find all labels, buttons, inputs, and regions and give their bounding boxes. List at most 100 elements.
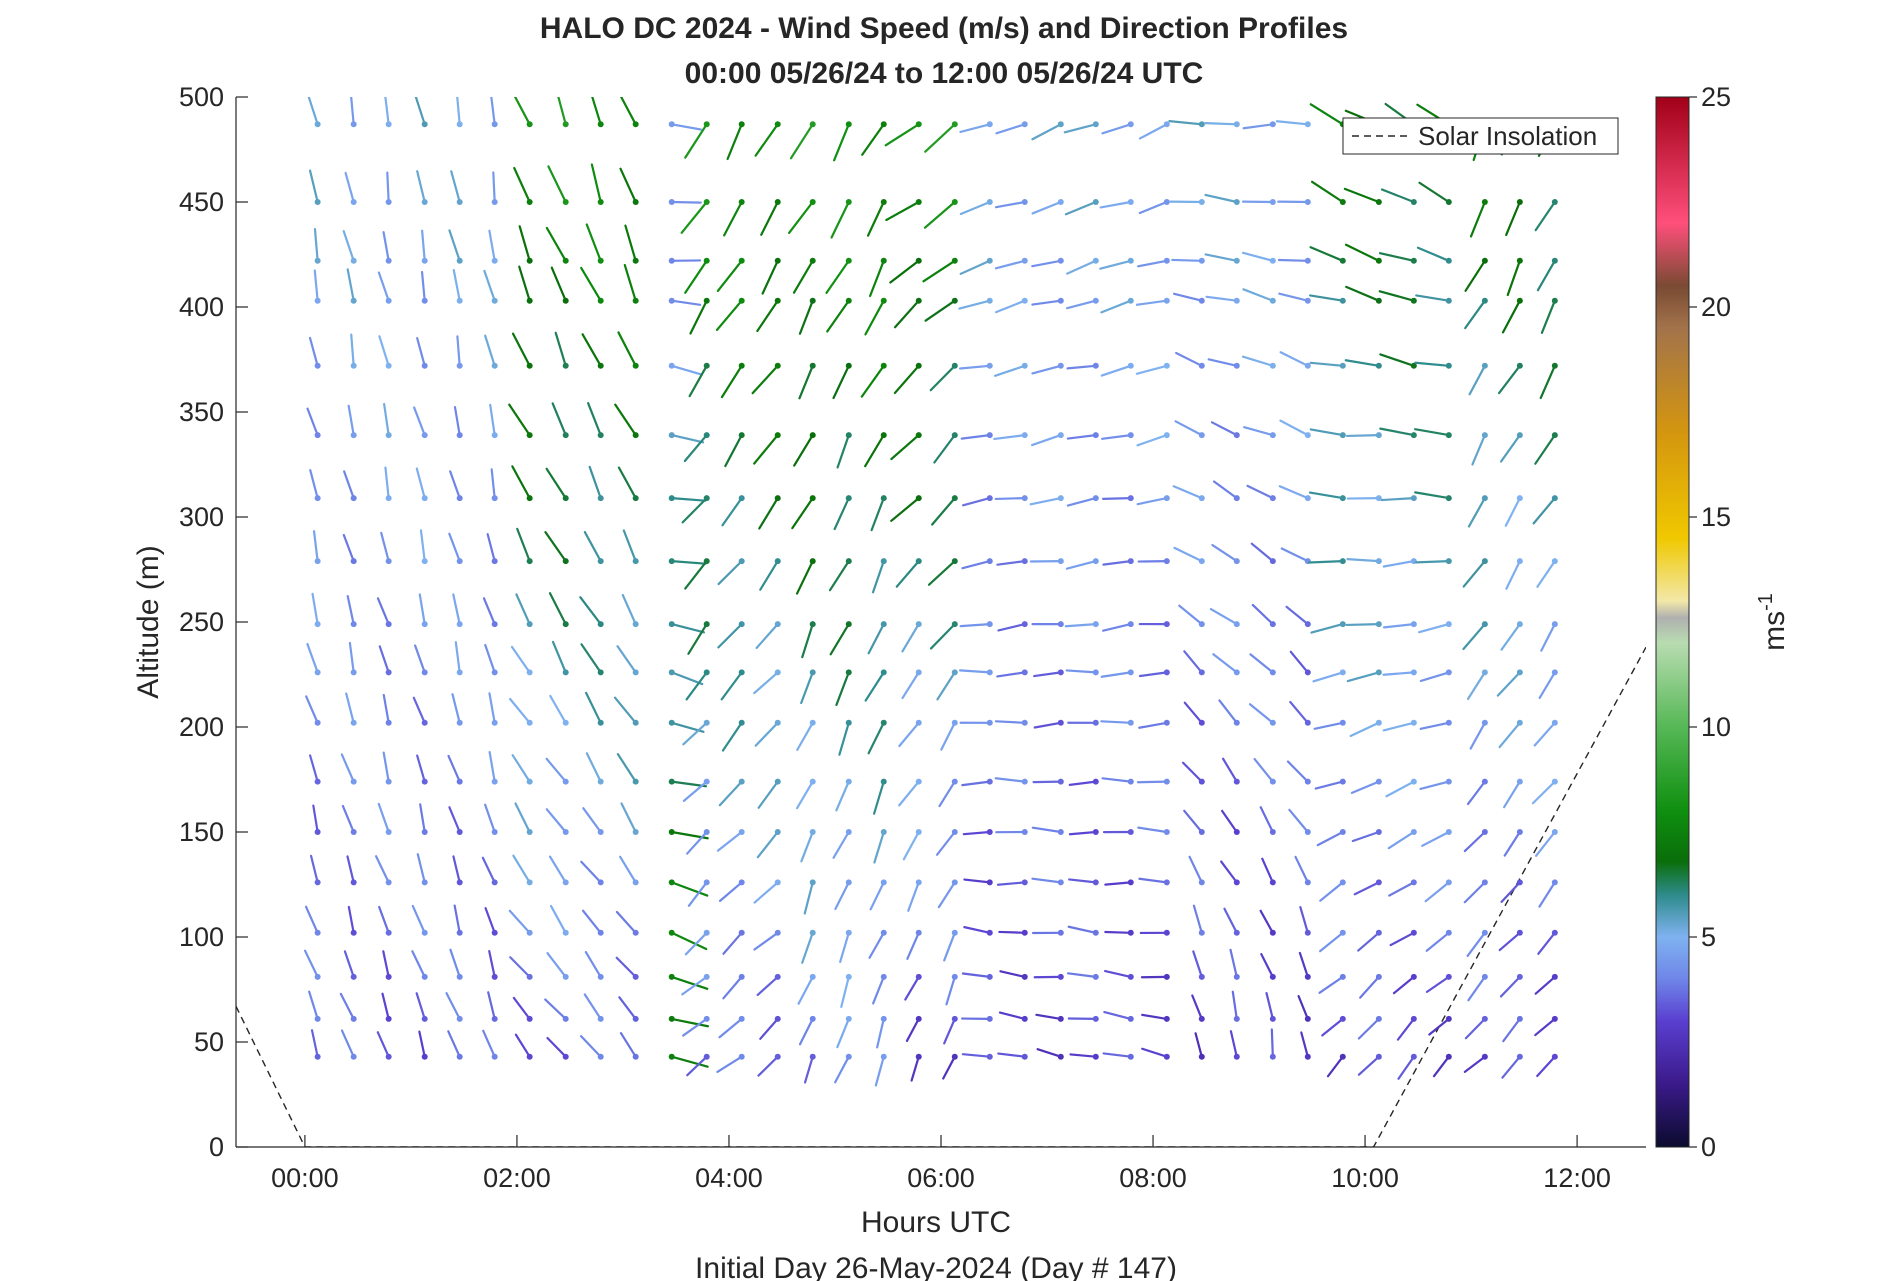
wind-barb-head: [314, 669, 321, 676]
wind-barb-head: [1092, 1015, 1099, 1022]
wind-barb: [1204, 253, 1240, 264]
wind-barb-head: [1233, 621, 1240, 628]
wind-barb: [791, 495, 816, 530]
wind-barb: [1249, 653, 1276, 676]
wind-barb: [756, 829, 781, 859]
wind-barb-head: [1445, 362, 1452, 369]
wind-barb: [1067, 925, 1099, 936]
wind-barb-shaft: [757, 1055, 779, 1077]
wind-barb-shaft: [1382, 671, 1415, 676]
wind-barb-shaft: [1101, 777, 1132, 783]
wind-barb: [585, 691, 604, 726]
wind-barb-head: [350, 495, 357, 502]
wind-barb: [1309, 361, 1346, 369]
wind-barb: [1499, 973, 1523, 998]
wind-barb: [756, 297, 781, 333]
wind-barb-head: [1127, 973, 1134, 980]
wind-barb: [1275, 120, 1311, 128]
wind-barb: [1136, 778, 1170, 785]
wind-barb-head: [845, 432, 852, 439]
wind-barb: [1316, 829, 1346, 847]
wind-barb: [963, 878, 993, 886]
wind-barb-head: [986, 1053, 993, 1060]
wind-barb-shaft: [1380, 497, 1415, 502]
wind-barb-head: [845, 495, 852, 502]
y-tick-label: 100: [179, 922, 224, 952]
wind-barb-shaft: [1260, 952, 1274, 979]
wind-barb-shaft: [378, 645, 390, 674]
wind-barb-head: [951, 362, 958, 369]
wind-barb-head: [350, 257, 357, 264]
wind-barb-head: [774, 973, 781, 980]
wind-barb: [668, 879, 709, 897]
wind-barb: [684, 929, 710, 956]
wind-barb-shaft: [1414, 361, 1450, 367]
wind-barb-shaft: [1192, 950, 1203, 979]
wind-barb-head: [491, 362, 498, 369]
wind-barb-shaft: [508, 697, 531, 724]
wind-barb: [508, 909, 533, 936]
y-tick-label: 50: [194, 1027, 224, 1057]
wind-barb: [1137, 826, 1170, 835]
wind-barb: [686, 1053, 710, 1077]
wind-barb-head: [1516, 973, 1523, 980]
wind-barb-shaft: [1418, 181, 1450, 204]
wind-barb-shaft: [590, 163, 602, 204]
wind-barb-shaft: [830, 200, 850, 239]
wind-barb: [382, 751, 392, 785]
wind-barb-shaft: [1349, 721, 1380, 738]
wind-barb-head: [774, 829, 781, 835]
wind-barb: [1212, 480, 1240, 502]
wind-barb-shaft: [509, 956, 531, 979]
wind-barb: [898, 778, 922, 807]
wind-barb-shaft: [1464, 259, 1486, 292]
wind-barb-shaft: [1033, 721, 1062, 729]
wind-barb-head: [845, 199, 852, 205]
wind-barb: [452, 593, 463, 628]
wind-barb-shaft: [308, 990, 319, 1021]
wind-barb-head: [314, 929, 321, 936]
wind-barb-head: [1092, 297, 1099, 304]
wind-barb-head: [1410, 719, 1417, 726]
wind-barb-head: [1551, 297, 1558, 304]
wind-barb: [1031, 929, 1064, 936]
wind-barb: [306, 642, 321, 676]
wind-barb: [509, 956, 533, 980]
wind-barb-head: [526, 121, 533, 128]
wind-barb-head: [350, 558, 357, 565]
wind-barb: [1496, 669, 1523, 697]
wind-barb-head: [421, 669, 428, 676]
wind-barb-head: [703, 778, 710, 785]
wind-barb-head: [809, 621, 816, 628]
wind-barb: [303, 949, 321, 980]
wind-barb-head: [1481, 973, 1488, 980]
wind-barb-head: [421, 879, 428, 886]
wind-barb: [834, 1053, 852, 1084]
wind-barb-shaft: [1246, 484, 1274, 500]
wind-barb-head: [1057, 297, 1064, 304]
wind-barb-shaft: [1280, 547, 1309, 563]
wind-barb: [613, 696, 639, 726]
wind-barb-shaft: [313, 228, 319, 262]
wind-barb-shaft: [726, 123, 743, 161]
wind-barb: [1505, 558, 1523, 590]
wind-barb-head: [1481, 257, 1488, 264]
wind-barb-shaft: [933, 434, 956, 464]
wind-barb: [1033, 669, 1064, 678]
wind-barb-shaft: [508, 909, 531, 934]
wind-barb-head: [456, 257, 463, 264]
wind-barb: [304, 905, 321, 936]
y-axis-label: Altitude (m): [132, 545, 165, 698]
wind-barb-shaft: [1346, 557, 1380, 563]
wind-barb-shaft: [1279, 419, 1309, 437]
wind-barb-shaft: [835, 780, 850, 812]
wind-barb-shaft: [959, 259, 991, 275]
wind-barb-shaft: [871, 559, 885, 594]
wind-barb-shaft: [618, 996, 637, 1021]
wind-barb-shaft: [962, 830, 991, 836]
wind-barb-head: [738, 199, 745, 205]
wind-barb-shaft: [670, 931, 708, 951]
wind-barb-shaft: [616, 645, 637, 674]
wind-barb-shaft: [1261, 857, 1274, 884]
wind-barb: [1101, 121, 1134, 135]
